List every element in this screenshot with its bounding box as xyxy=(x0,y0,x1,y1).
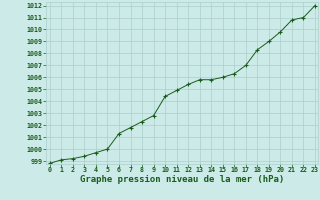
X-axis label: Graphe pression niveau de la mer (hPa): Graphe pression niveau de la mer (hPa) xyxy=(80,175,284,184)
